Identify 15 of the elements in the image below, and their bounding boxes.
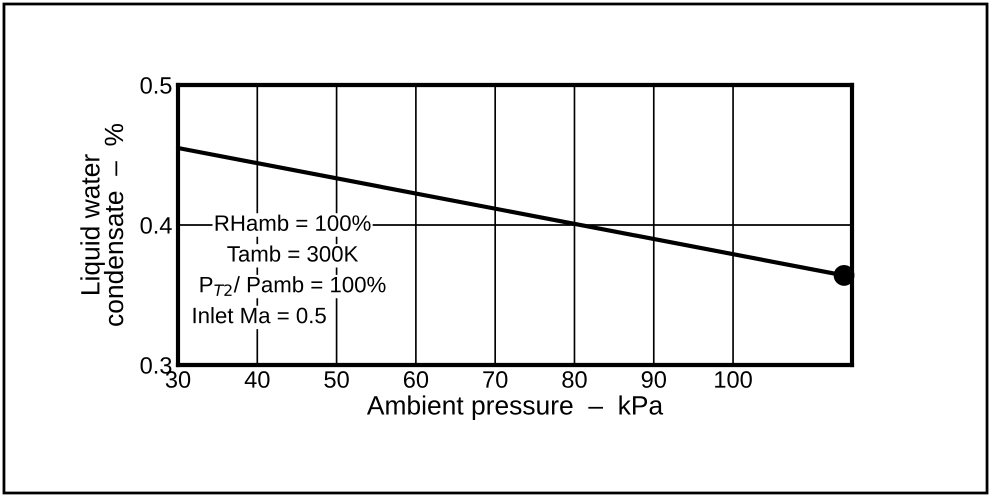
annotation: Tamb = 300K — [227, 245, 358, 262]
x-tick-label: 90 — [642, 371, 666, 388]
y-axis-title: Liquid water condensate – % — [80, 124, 124, 326]
y-tick-label: 0.4 — [140, 217, 172, 234]
y-tick-label: 0.5 — [140, 77, 172, 94]
x-tick-label: 50 — [324, 371, 349, 388]
x-tick-label: 60 — [404, 371, 428, 388]
annotation: Inlet Ma = 0.5 — [194, 307, 326, 324]
annotation: RHamb = 100% — [216, 214, 371, 231]
x-tick-label: 100 — [715, 371, 752, 388]
annotation: P$_{T2}$/ Pamb = 100% — [200, 276, 386, 296]
x-axis-title: Ambient pressure – kPa — [366, 395, 664, 420]
x-tick-label: 40 — [244, 371, 270, 388]
x-tick-label: 80 — [562, 371, 587, 388]
x-tick-label: 70 — [483, 371, 508, 388]
